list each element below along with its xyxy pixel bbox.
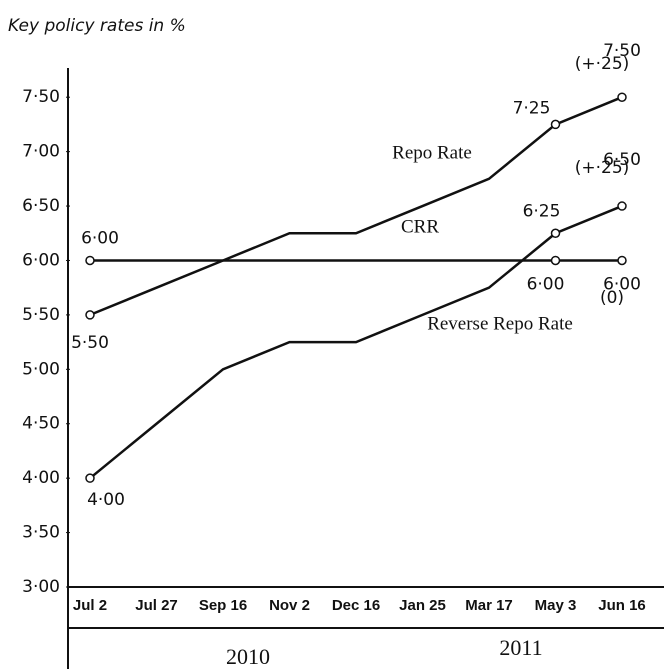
x-tick-label: Dec 16 xyxy=(332,597,380,614)
point-marker xyxy=(617,255,627,266)
x-tick-label: Jul 2 xyxy=(73,597,107,614)
point-marker xyxy=(550,255,561,266)
y-tick-label: 7·00 xyxy=(22,142,60,162)
point-marker xyxy=(617,92,627,102)
point-marker xyxy=(617,201,627,211)
x-tick-label: May 3 xyxy=(535,597,577,614)
y-tick-label: 7·50 xyxy=(22,87,60,107)
data-label: 6·00 xyxy=(81,228,119,248)
point-marker xyxy=(85,310,95,320)
annotation: (+·25) xyxy=(575,54,630,74)
data-label: 6·00 xyxy=(603,274,641,294)
x-tick-label: Nov 2 xyxy=(269,597,310,614)
x-tick-label: Jun 16 xyxy=(598,597,646,614)
x-tick-label: Jul 27 xyxy=(135,597,178,614)
annotation: (+·25) xyxy=(575,158,630,178)
data-label: 7·50 xyxy=(603,41,641,61)
series-name: Reverse Repo Rate xyxy=(427,313,573,334)
y-tick-label: 4·50 xyxy=(22,414,60,434)
annotation: (0) xyxy=(600,288,624,308)
data-label: 6·00 xyxy=(527,274,565,294)
data-label: 5·50 xyxy=(71,333,109,353)
y-tick-label: 6·00 xyxy=(22,250,60,270)
x-tick-label: Jan 25 xyxy=(399,597,446,614)
data-label: 6·25 xyxy=(523,201,561,221)
point-marker xyxy=(85,255,95,266)
series-line xyxy=(89,204,623,480)
year-label: 2010 xyxy=(226,644,270,669)
x-tick-label: Mar 17 xyxy=(465,597,513,614)
series-name: Repo Rate xyxy=(392,142,472,163)
y-tick-label: 5·50 xyxy=(22,305,60,325)
y-tick-label: 6·50 xyxy=(22,196,60,216)
x-tick-label: Sep 16 xyxy=(199,597,247,614)
series-name: CRR xyxy=(401,216,439,237)
year-label: 2011 xyxy=(499,635,542,660)
data-label: 7·25 xyxy=(513,98,551,118)
y-tick-label: 5·00 xyxy=(22,359,60,379)
data-label: 6·50 xyxy=(603,150,641,170)
chart-title: Key policy rates in % xyxy=(8,16,186,36)
y-tick-label: 4·00 xyxy=(22,468,60,488)
y-tick-label: 3·50 xyxy=(22,523,60,543)
point-marker xyxy=(550,119,561,130)
y-tick-label: 3·00 xyxy=(22,577,60,597)
data-label: 4·00 xyxy=(87,490,125,510)
point-marker xyxy=(85,473,95,483)
series-line xyxy=(89,96,623,317)
point-marker xyxy=(550,228,561,239)
